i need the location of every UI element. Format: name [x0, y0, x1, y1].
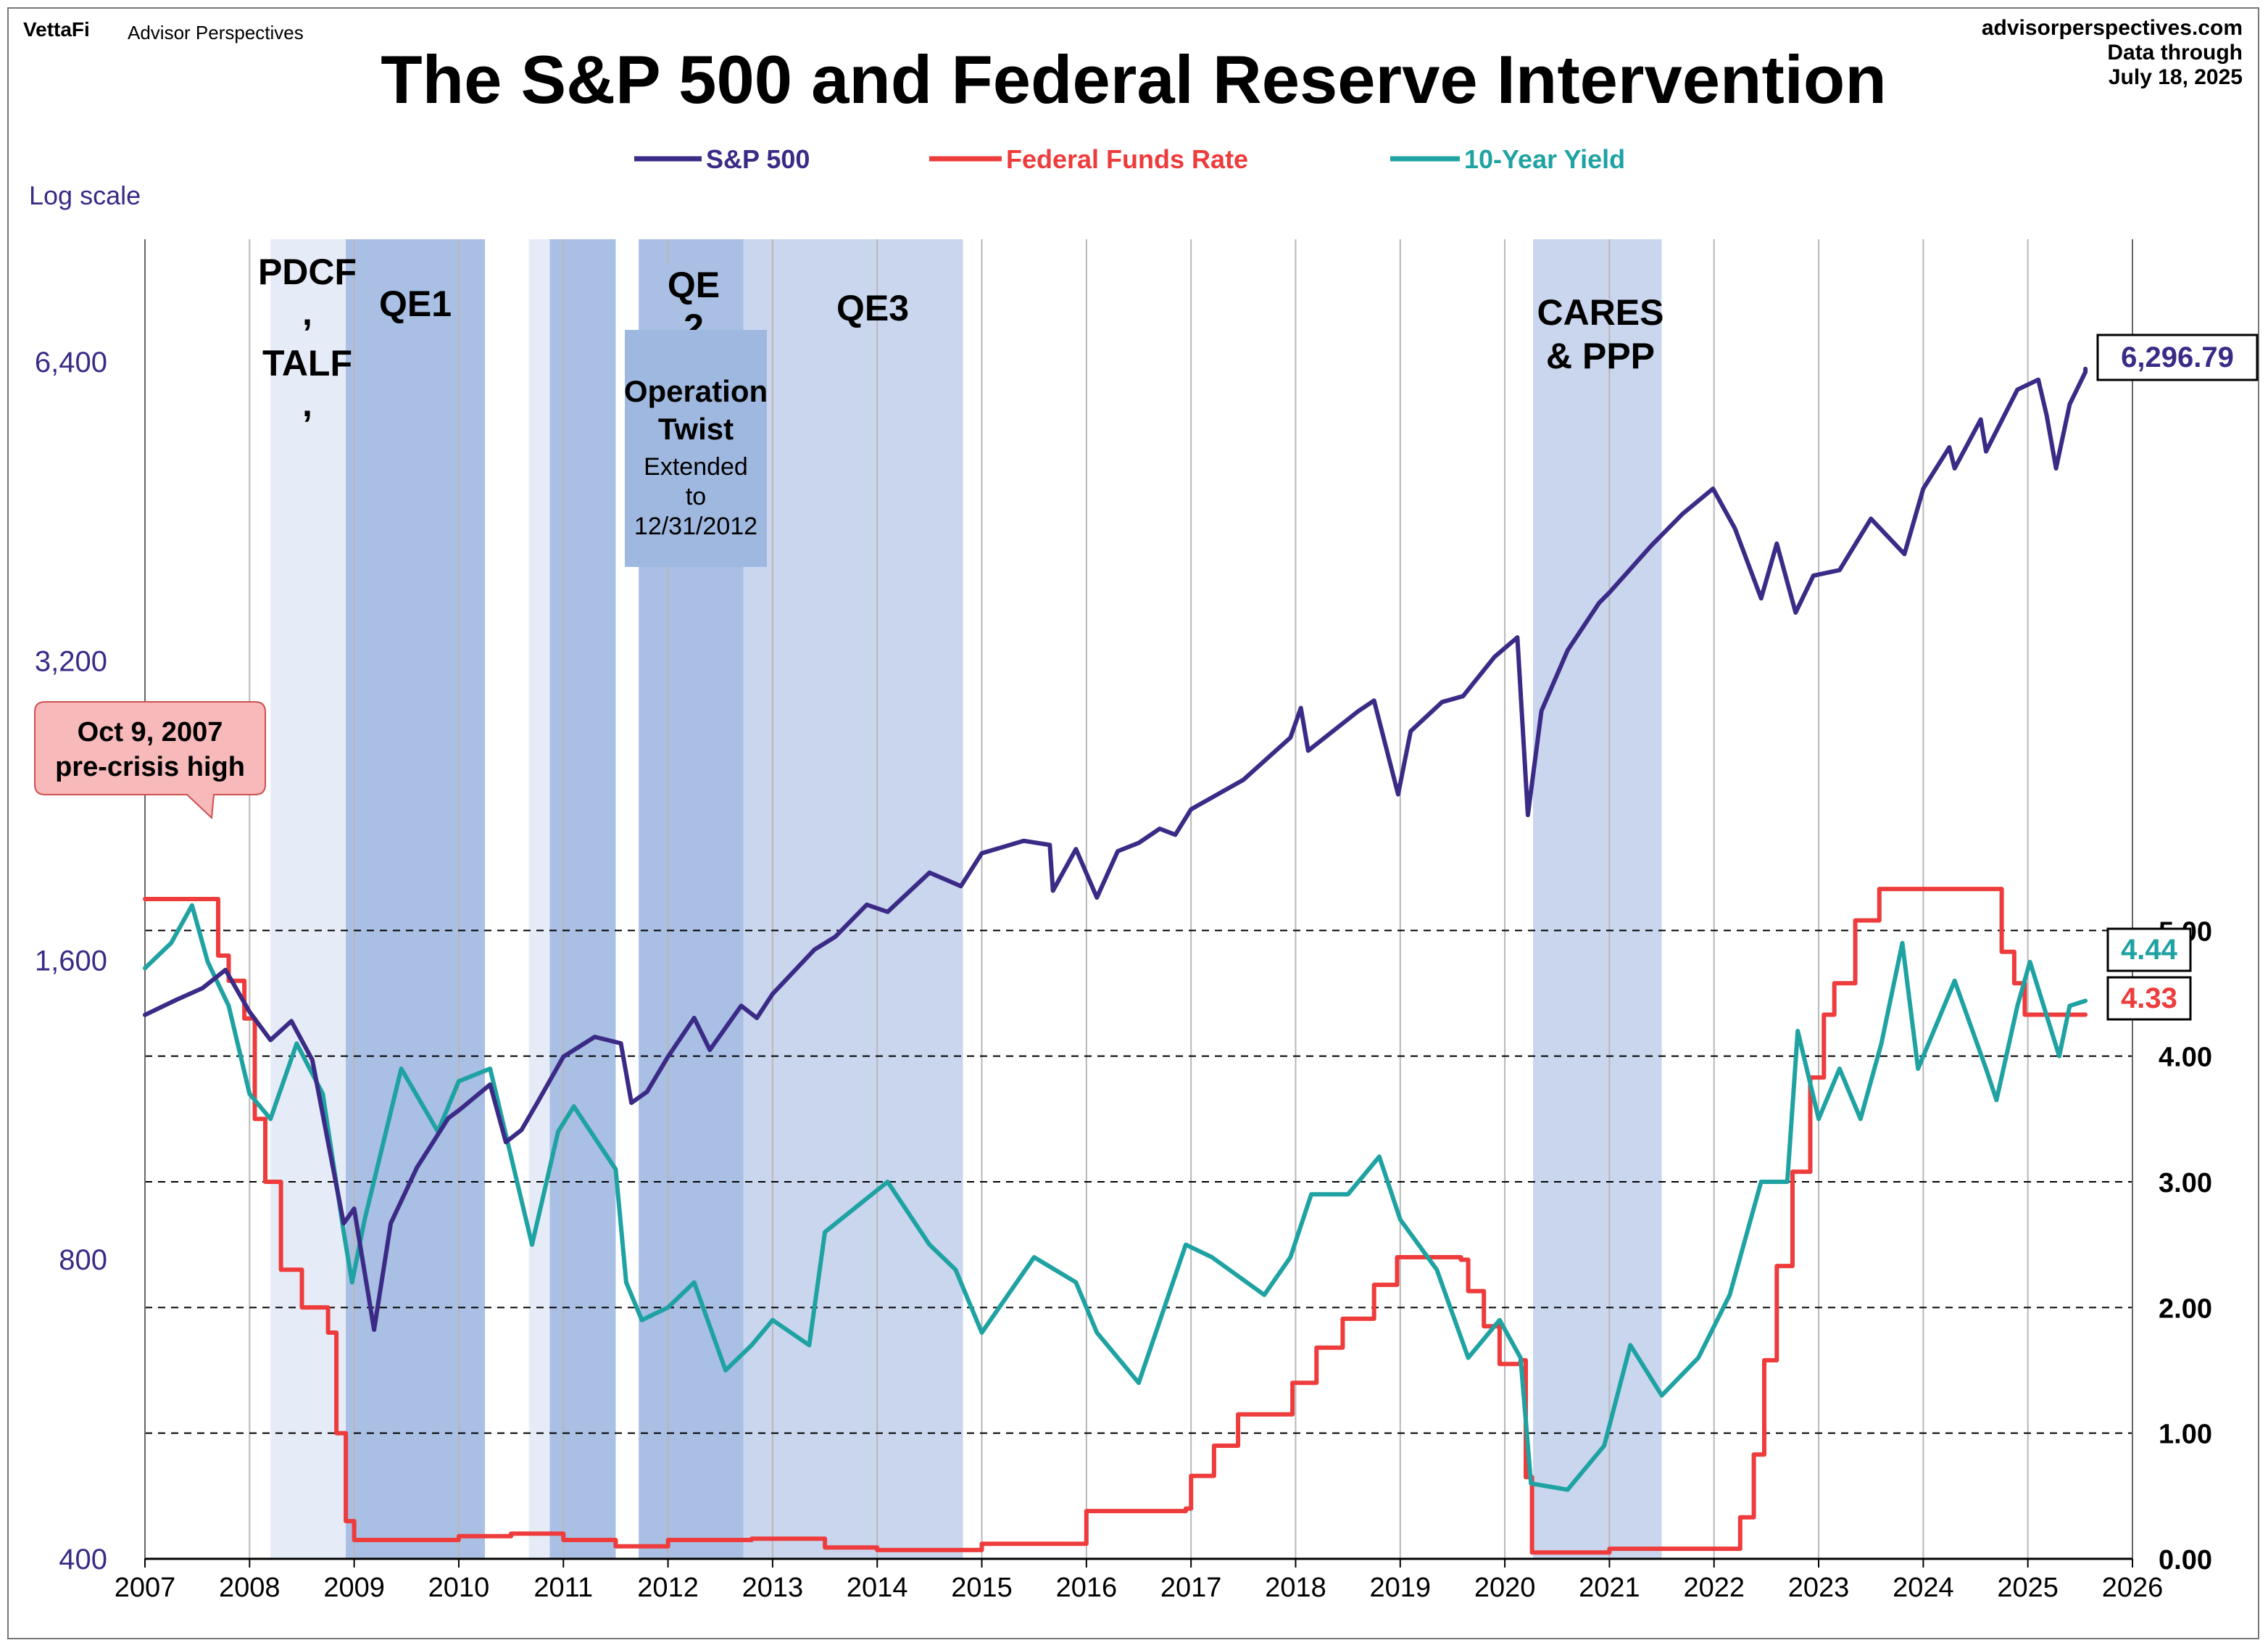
twist-label-box: [625, 330, 767, 567]
fed-funds-end-box: [2106, 976, 2192, 1021]
x-tick-label-2025: 2025: [1997, 1573, 2059, 1603]
end-value-labels: 6,296.79 4.44 4.33: [2096, 334, 2259, 1021]
series-line-sp500: [143, 366, 2088, 1332]
x-tick-label-2022: 2022: [1683, 1573, 1745, 1603]
left-tick-label-800: 800: [59, 1244, 107, 1276]
x-axis-ticks: 2007 2008 2009 2010 2011 2012 2013 2014 2015 2016…: [115, 1559, 2164, 1603]
annotation-twist-line5: 12/31/2012: [634, 513, 757, 540]
log-scale-note: Log scale: [29, 181, 141, 210]
annotation-cares-line2: & PPP: [1546, 336, 1655, 376]
qe2-label-box: [657, 263, 728, 330]
callout-text: pre-crisis high: [55, 752, 245, 782]
legend-label-sp500: S&P 500: [706, 144, 810, 174]
right-tick-label-2: 2.00: [2159, 1293, 2212, 1324]
legend-label-ten-year: 10-Year Yield: [1464, 144, 1625, 174]
left-tick-label-3200: 3,200: [35, 646, 107, 678]
x-tick-label-2020: 2020: [1474, 1573, 1536, 1603]
right-tick-label-1: 1.00: [2159, 1420, 2212, 1450]
x-tick-label-2026: 2026: [2102, 1573, 2164, 1603]
program-band-qe1: [346, 239, 486, 1559]
x-tick-label-2017: 2017: [1160, 1573, 1222, 1603]
data-through-date: July 18, 2025: [2109, 65, 2243, 89]
ten-year-end-value: 4.44: [2121, 934, 2178, 966]
program-band-qe2: [549, 239, 616, 1559]
brand-logo: VettaFi: [23, 18, 90, 41]
x-tick-label-2014: 2014: [847, 1573, 908, 1603]
legend-label-fed-funds: Federal Funds Rate: [1006, 144, 1248, 174]
annotation-qe3: QE3: [836, 288, 909, 328]
x-tick-label-2016: 2016: [1056, 1573, 1118, 1603]
series-lines: [143, 366, 2088, 1555]
program-band-cares-ppp: [1533, 239, 1662, 1559]
source-site: advisorperspectives.com: [1982, 16, 2243, 40]
ten-year-end-box: [2106, 927, 2192, 972]
fed-funds-end-value: 4.33: [2121, 982, 2177, 1014]
x-tick-label-2008: 2008: [219, 1573, 281, 1603]
annotation-talf-comma: ,: [302, 384, 312, 424]
annotation-pdcf-comma: ,: [302, 292, 312, 333]
program-annotations: PDCF , TALF , QE1 QE 2 Operation Twist E…: [258, 252, 1664, 567]
annotation-twist-line4: to: [686, 483, 706, 510]
annotation-cares-line1: CARES: [1537, 292, 1663, 333]
data-through-label: Data through: [2107, 41, 2243, 65]
annotation-qe2-line1: QE: [668, 265, 720, 305]
x-tick-label-2010: 2010: [428, 1573, 490, 1603]
right-tick-label-4: 4.00: [2159, 1043, 2212, 1073]
callout-date: Oct 9, 2007: [78, 717, 223, 748]
annotation-pdcf: PDCF: [258, 252, 357, 292]
x-tick-label-2011: 2011: [533, 1573, 593, 1603]
rate-gridlines: [145, 929, 2132, 1434]
callout-bubble: [34, 701, 266, 820]
year-gridlines: [249, 239, 2029, 1559]
program-band-unlabeled-2: [528, 239, 550, 1559]
x-tick-label-2019: 2019: [1370, 1573, 1432, 1603]
pre-crisis-callout: Oct 9, 2007 pre-crisis high: [34, 701, 266, 820]
annotation-twist-line1: Operation: [624, 374, 768, 408]
x-tick-label-2021: 2021: [1579, 1573, 1640, 1603]
brand-site-name: Advisor Perspectives: [128, 22, 304, 44]
program-band-qe3: [743, 239, 963, 1559]
x-tick-label-2015: 2015: [951, 1573, 1013, 1603]
left-tick-label-1600: 1,600: [35, 945, 107, 977]
left-axis-ticks: 400 800 1,600 3,200 6,400: [35, 347, 107, 1575]
annotation-twist-line2: Twist: [658, 412, 734, 446]
x-tick-label-2023: 2023: [1788, 1573, 1850, 1603]
x-tick-label-2024: 2024: [1893, 1573, 1954, 1603]
left-tick-label-6400: 6,400: [35, 347, 107, 378]
x-tick-label-2009: 2009: [323, 1573, 385, 1603]
series-line-ten-year: [143, 903, 2088, 1492]
series-line-fed-funds: [143, 887, 2088, 1555]
x-tick-label-2012: 2012: [637, 1573, 699, 1603]
annotation-qe1: QE1: [379, 283, 452, 324]
x-tick-label-2007: 2007: [115, 1573, 176, 1603]
program-shading: [270, 239, 1662, 1559]
chart-title: The S&P 500 and Federal Reserve Interven…: [381, 41, 1887, 117]
sp500-end-value: 6,296.79: [2121, 341, 2234, 373]
program-band-pdcf-talf: [270, 239, 346, 1559]
legend: S&P 500 Federal Funds Rate 10-Year Yield: [634, 144, 1625, 174]
annotation-twist-line3: Extended: [644, 453, 748, 481]
x-tick-label-2018: 2018: [1265, 1573, 1326, 1603]
sp500-end-box: [2096, 334, 2259, 381]
annotation-talf: TALF: [262, 343, 352, 384]
right-tick-label-3: 3.00: [2159, 1168, 2212, 1198]
right-tick-label-0: 0.00: [2159, 1545, 2212, 1575]
x-tick-label-2013: 2013: [742, 1573, 804, 1603]
left-tick-label-400: 400: [59, 1544, 107, 1575]
